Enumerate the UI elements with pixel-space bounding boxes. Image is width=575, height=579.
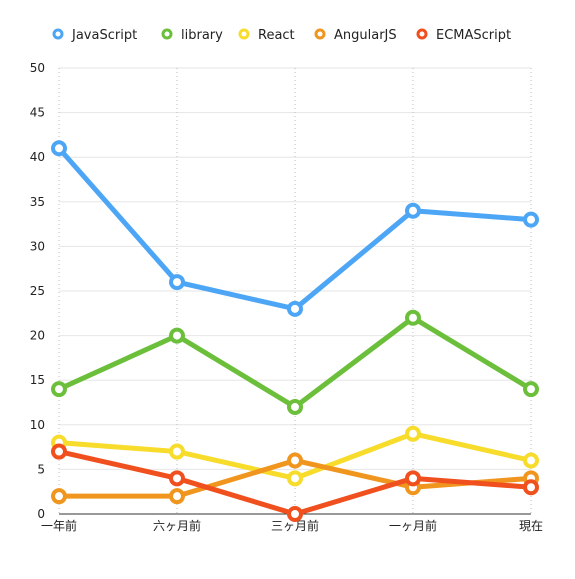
series-library: [51, 309, 539, 415]
legend-item-ecmascript[interactable]: ECMAScript: [416, 28, 511, 43]
data-point[interactable]: [405, 309, 421, 326]
data-point[interactable]: [287, 398, 303, 415]
x-tick-label: 一ヶ月前: [389, 518, 437, 533]
data-point[interactable]: [287, 300, 303, 317]
data-point[interactable]: [169, 488, 185, 505]
data-point[interactable]: [169, 470, 185, 487]
legend-label: ECMAScript: [436, 28, 511, 43]
data-point[interactable]: [51, 443, 67, 460]
series-layer: [51, 140, 539, 522]
data-point[interactable]: [287, 452, 303, 469]
x-tick-label: 六ヶ月前: [153, 518, 201, 533]
data-point[interactable]: [523, 381, 539, 398]
y-tick-label: 10: [30, 418, 45, 432]
data-point[interactable]: [169, 274, 185, 291]
y-tick-label: 25: [30, 284, 45, 298]
axes: 0 5 10 15 20 25 30 35 40 45 50 一年前 六ヶ月前 三ヶ月前 一ヶ月前 現在: [30, 61, 543, 533]
data-point[interactable]: [287, 470, 303, 487]
y-tick-label: 50: [30, 61, 45, 75]
y-tick-label: 40: [30, 150, 45, 164]
x-tick-label: 一年前: [41, 518, 77, 533]
legend-marker: [52, 28, 64, 40]
x-tick-label: 三ヶ月前: [271, 518, 319, 533]
legend-item-javascript[interactable]: JavaScript: [52, 28, 137, 43]
y-tick-label: 0: [37, 507, 45, 521]
data-point[interactable]: [169, 443, 185, 460]
y-tick-label: 15: [30, 373, 45, 387]
legend-label: AngularJS: [334, 28, 397, 43]
data-point[interactable]: [287, 506, 303, 522]
legend-label: library: [181, 28, 223, 43]
data-point[interactable]: [405, 470, 421, 487]
legend-label: JavaScript: [71, 28, 137, 43]
legend-marker: [416, 28, 428, 40]
legend-item-angularjs[interactable]: AngularJS: [314, 28, 397, 43]
data-point[interactable]: [51, 140, 67, 157]
data-point[interactable]: [51, 488, 67, 505]
y-tick-label: 5: [37, 462, 45, 476]
data-point[interactable]: [523, 452, 539, 469]
legend-label: React: [258, 28, 295, 43]
grid: [58, 67, 532, 514]
legend-marker: [314, 28, 326, 40]
x-tick-label: 現在: [519, 519, 543, 533]
series-javascript: [51, 140, 539, 317]
data-point[interactable]: [405, 202, 421, 219]
legend-marker: [238, 28, 250, 40]
series-ecmascript: [51, 443, 539, 522]
legend-item-react[interactable]: React: [238, 28, 295, 43]
legend-item-library[interactable]: library: [161, 28, 223, 43]
series-angularjs: [51, 452, 539, 505]
data-point[interactable]: [51, 381, 67, 398]
y-tick-label: 30: [30, 239, 45, 253]
series-line: [56, 315, 534, 410]
y-tick-label: 45: [30, 106, 45, 120]
data-point[interactable]: [523, 211, 539, 228]
data-point[interactable]: [169, 327, 185, 344]
y-tick-label: 35: [30, 195, 45, 209]
legend-marker: [161, 28, 173, 40]
y-tick-label: 20: [30, 329, 45, 343]
series-react: [51, 425, 539, 487]
legend: JavaScript library React AngularJS ECMAScrip…: [52, 28, 511, 43]
data-point[interactable]: [405, 425, 421, 442]
data-point[interactable]: [523, 479, 539, 496]
